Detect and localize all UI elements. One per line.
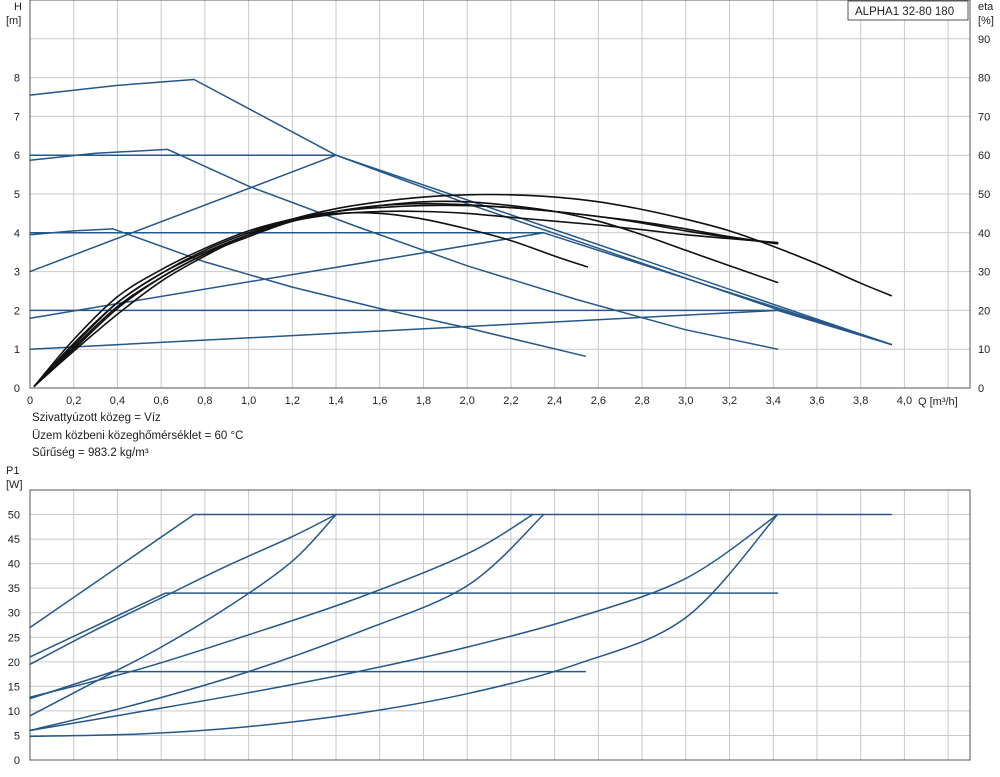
bottom-plot-frame [29, 489, 971, 761]
x-tick-label: 2,2 [503, 395, 518, 407]
bottom-series-line-3 [29, 513, 337, 666]
x-tick-label: 2,6 [591, 395, 606, 407]
top-series-line-14 [33, 204, 779, 387]
note-medium: Szivattyúzott közeg = Víz [32, 412, 161, 424]
top-plot-frame [29, 0, 971, 389]
y2-axis-unit: [%] [978, 15, 994, 27]
p1-tick-label: 50 [8, 510, 20, 522]
top-series-line-12 [33, 202, 779, 387]
y2-axis-label: eta [978, 1, 994, 13]
y-tick-label: 7 [14, 111, 20, 123]
y-tick-label: 0 [14, 383, 20, 395]
x-tick-label: 0,6 [154, 395, 169, 407]
note-density: Sűrűség = 983.2 kg/m³ [32, 447, 149, 459]
x-tick-label: 3,0 [678, 395, 693, 407]
p1-tick-label: 25 [8, 632, 20, 644]
bottom-axes-frame [29, 489, 971, 761]
bottom-series-line-6 [29, 513, 545, 732]
y-tick-label: 5 [14, 189, 20, 201]
y-tick-label: 3 [14, 267, 20, 279]
bottom-series-line-1 [29, 592, 779, 658]
x-tick-label: 1,8 [416, 395, 431, 407]
x-tick-label: 1,4 [328, 395, 343, 407]
y-tick-label: 4 [14, 228, 20, 240]
x-tick-label: 1,2 [285, 395, 300, 407]
top-series-line-11 [33, 193, 893, 387]
p1-tick-label: 30 [8, 608, 20, 620]
y2-tick-label: 10 [978, 344, 990, 356]
x-tick-label: 3,6 [809, 395, 824, 407]
p1-tick-label: 5 [14, 730, 20, 742]
y-tick-label: 2 [14, 305, 20, 317]
y-tick-label: 8 [14, 73, 20, 85]
y2-tick-label: 60 [978, 150, 990, 162]
x-tick-label: 3,8 [853, 395, 868, 407]
chart-title: ALPHA1 32-80 180 [855, 6, 954, 18]
bottom-series-line-5 [29, 513, 534, 698]
p1-tick-label: 10 [8, 706, 20, 718]
chart-title-box [847, 0, 969, 21]
p1-tick-label: 40 [8, 559, 20, 571]
x-tick-label: 0 [27, 395, 33, 407]
x-tick-label: 4,0 [897, 395, 912, 407]
x-tick-label: 0,8 [197, 395, 212, 407]
p1-tick-label: 35 [8, 583, 20, 595]
p1-tick-label: 20 [8, 657, 20, 669]
y-tick-label: 1 [14, 344, 20, 356]
top-series-line-2 [29, 228, 587, 357]
top-tick-labels: 0 0,2 0,4 0,6 0,8 1,0 1,2 1,4 1,6 1,8 2,0 2,2 2,4 2,6… [14, 34, 990, 407]
top-series-line-0 [29, 78, 893, 346]
x-tick-label: 0,2 [66, 395, 81, 407]
x-tick-label: 1,0 [241, 395, 256, 407]
top-series-line-10 [33, 200, 779, 387]
top-series-line-13 [33, 210, 779, 387]
p1-axis-label: P1 [6, 465, 19, 477]
top-axes-frame [29, 0, 971, 389]
y2-tick-label: 40 [978, 228, 990, 240]
p1-tick-label: 0 [14, 755, 20, 767]
top-series-line-8 [29, 309, 779, 350]
top-series-line-3 [29, 154, 893, 346]
bottom-series-line-0 [29, 513, 893, 629]
x-axis-label: Q [m³/h] [918, 396, 958, 408]
bottom-series-line-7 [29, 513, 779, 732]
bottom-series-line-4 [29, 513, 337, 717]
x-tick-label: 2,8 [634, 395, 649, 407]
y2-tick-label: 30 [978, 267, 990, 279]
top-series-line-6 [29, 154, 337, 273]
y-axis-label: H [14, 1, 22, 13]
y2-tick-label: 0 [978, 383, 984, 395]
bottom-tick-labels: 0 5 10 15 20 25 30 35 40 45 50 [8, 510, 20, 767]
bottom-series [29, 513, 893, 738]
y2-tick-label: 20 [978, 305, 990, 317]
bottom-series-line-8 [29, 513, 779, 738]
y-axis-unit: [m] [6, 15, 21, 27]
x-tick-label: 2,0 [460, 395, 475, 407]
x-tick-label: 3,4 [766, 395, 781, 407]
y-tick-label: 6 [14, 150, 20, 162]
top-series-line-1 [29, 148, 779, 350]
top-series [29, 78, 893, 387]
p1-tick-label: 15 [8, 681, 20, 693]
y2-tick-label: 70 [978, 111, 990, 123]
x-tick-label: 0,4 [110, 395, 125, 407]
top-series-line-4 [29, 232, 893, 346]
y2-tick-label: 50 [978, 189, 990, 201]
y2-tick-label: 90 [978, 34, 990, 46]
x-tick-label: 3,2 [722, 395, 737, 407]
y2-tick-label: 80 [978, 73, 990, 85]
note-temperature: Üzem közbeni közeghőmérséklet = 60 °C [32, 430, 243, 442]
x-tick-label: 2,4 [547, 395, 562, 407]
x-tick-label: 1,6 [372, 395, 387, 407]
p1-tick-label: 45 [8, 534, 20, 546]
p1-axis-unit: [W] [6, 479, 23, 491]
